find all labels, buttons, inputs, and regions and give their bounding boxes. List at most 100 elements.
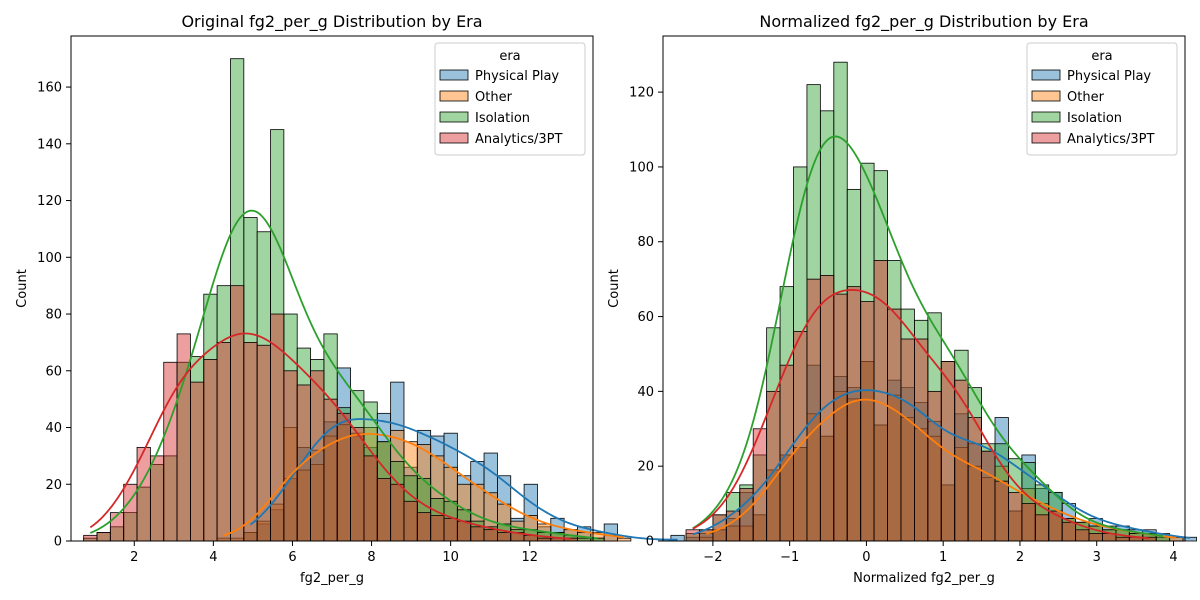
- x-tick-label: −1: [780, 550, 799, 565]
- histogram-bar: [967, 417, 982, 542]
- y-tick-label: 60: [45, 364, 62, 379]
- legend-swatch: [1031, 69, 1061, 81]
- y-tick-label: 0: [646, 535, 654, 550]
- histogram-bar: [1048, 510, 1063, 542]
- histogram-bar: [470, 526, 485, 542]
- legend-box: [1026, 42, 1178, 156]
- x-axis-label: fg2_per_g: [300, 571, 364, 586]
- legend-entry: Physical Play: [1067, 69, 1151, 84]
- kde-line: [692, 135, 1164, 537]
- legend-swatch: [1031, 132, 1061, 144]
- legend-swatch: [1031, 111, 1061, 123]
- histogram-bar: [752, 428, 768, 542]
- y-tick-label: 40: [637, 385, 654, 400]
- histogram-bar: [981, 450, 996, 542]
- x-tick-label: 2: [1016, 550, 1024, 565]
- histogram-bar: [203, 359, 218, 542]
- histogram-bar: [96, 532, 111, 542]
- histogram-bar: [927, 390, 942, 542]
- histogram-bar: [1088, 533, 1103, 542]
- x-tick-label: 3: [1093, 550, 1101, 565]
- histogram-bar: [390, 483, 405, 542]
- legend-swatch: [439, 111, 469, 123]
- histogram-bar: [416, 512, 432, 542]
- kde-line: [692, 289, 1150, 540]
- histogram-bar: [887, 308, 902, 542]
- legend: era Physical Play Other Isolation Analytics/…: [434, 42, 586, 156]
- histogram-bar: [430, 515, 445, 542]
- histogram-bar: [230, 285, 245, 542]
- legend-entry: Analytics/3PT: [1067, 132, 1155, 147]
- histogram-bar: [149, 455, 165, 542]
- histogram-bar: [806, 278, 821, 542]
- histogram-bar: [456, 520, 472, 542]
- histogram-bar: [1021, 503, 1036, 542]
- histogram-bar: [363, 455, 378, 542]
- kde-line: [249, 418, 678, 541]
- histogram-bar: [323, 398, 338, 542]
- histogram-bar: [443, 517, 458, 542]
- histogram-bar: [1008, 491, 1023, 542]
- histogram-bar: [483, 529, 498, 542]
- x-tick-label: 8: [367, 550, 375, 565]
- axes-frame: [70, 35, 594, 542]
- legend-title: era: [1091, 49, 1112, 64]
- histogram-bar: [283, 370, 298, 542]
- kde-line: [705, 398, 1177, 539]
- kde-line: [223, 432, 625, 539]
- y-tick-label: 120: [37, 194, 62, 209]
- histogram-bar: [1115, 536, 1130, 542]
- histogram-bar: [496, 532, 512, 542]
- x-tick-label: 0: [862, 550, 870, 565]
- legend-swatch: [439, 69, 469, 81]
- x-tick-label: 4: [209, 550, 217, 565]
- legend-entry: Analytics/3PT: [475, 132, 563, 147]
- histogram-bar: [846, 286, 862, 542]
- histogram-bar: [1034, 514, 1050, 542]
- y-tick-label: 20: [637, 460, 654, 475]
- histogram-bar: [833, 293, 848, 542]
- histogram-bar: [914, 338, 929, 542]
- histogram-bar: [350, 427, 365, 542]
- y-tick-label: 120: [629, 86, 654, 101]
- histogram-bar: [685, 529, 700, 542]
- chart-title: Original fg2_per_g Distribution by Era: [181, 12, 482, 32]
- histogram-bar: [1075, 529, 1090, 542]
- y-axis-label: Count: [607, 269, 622, 308]
- histogram-bar: [190, 381, 205, 542]
- y-tick-label: 80: [637, 235, 654, 250]
- x-tick-label: 1: [939, 550, 947, 565]
- legend-title: era: [499, 49, 520, 64]
- y-tick-label: 140: [37, 137, 62, 152]
- kde-line: [692, 389, 1190, 539]
- histogram-bar: [83, 534, 98, 542]
- x-tick-label: 10: [442, 550, 459, 565]
- legend-swatch: [439, 90, 469, 102]
- histogram-bar: [243, 342, 258, 542]
- histogram-bar: [617, 537, 632, 542]
- legend-entry: Other: [1067, 90, 1105, 105]
- histogram-bar: [403, 500, 418, 542]
- y-tick-label: 40: [45, 421, 62, 436]
- y-tick-label: 80: [45, 308, 62, 323]
- histogram-bar: [793, 331, 808, 542]
- y-tick-label: 100: [37, 251, 62, 266]
- y-axis-label: Count: [15, 269, 30, 308]
- axes-frame: [662, 35, 1186, 542]
- y-tick-label: 20: [45, 478, 62, 493]
- legend-entry: Isolation: [475, 111, 530, 126]
- x-tick-label: 4: [1169, 550, 1177, 565]
- y-tick-label: 60: [637, 310, 654, 325]
- histogram-bar: [1061, 521, 1077, 542]
- histogram-bar: [336, 412, 351, 542]
- legend-swatch: [439, 132, 469, 144]
- legend-swatch: [1031, 90, 1061, 102]
- x-axis-label: Normalized fg2_per_g: [853, 571, 995, 586]
- histogram-bar: [994, 480, 1009, 542]
- histogram-bar: [900, 338, 915, 542]
- y-tick-label: 160: [37, 81, 62, 96]
- kde-line: [89, 332, 571, 540]
